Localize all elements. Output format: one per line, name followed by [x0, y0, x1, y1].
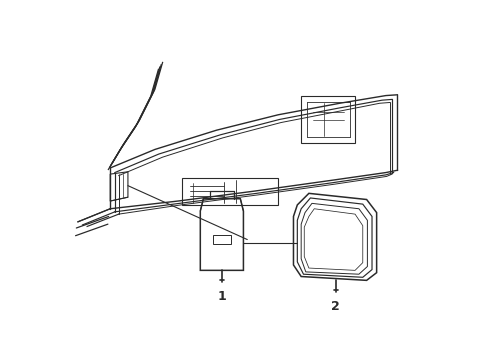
Text: 2: 2	[331, 300, 340, 312]
Text: 1: 1	[218, 289, 226, 303]
